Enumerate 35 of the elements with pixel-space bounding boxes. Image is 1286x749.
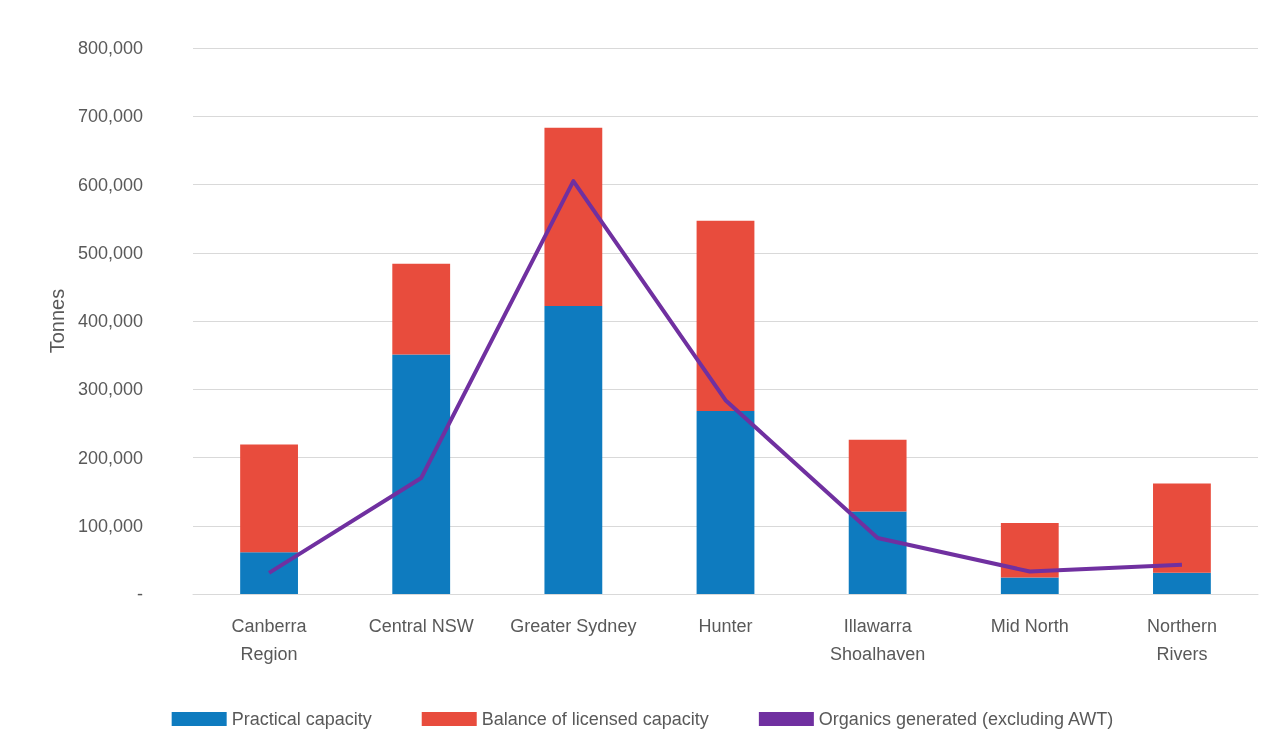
y-tick-label: 400,000 bbox=[77, 311, 143, 331]
bar bbox=[696, 220, 755, 412]
x-tick-label: Mid North bbox=[990, 616, 1069, 636]
bar bbox=[1000, 577, 1059, 594]
bar bbox=[544, 305, 603, 594]
bar bbox=[392, 263, 451, 355]
legend-label: Organics generated (excluding AWT) bbox=[818, 709, 1114, 729]
y-tick-label: 800,000 bbox=[77, 38, 143, 58]
bar bbox=[1153, 483, 1211, 573]
bar bbox=[696, 411, 755, 594]
x-tick-label: Northern Rivers bbox=[1146, 616, 1217, 664]
bar bbox=[1153, 572, 1211, 594]
x-tick-label: Illawarra Shoalhaven bbox=[830, 616, 926, 664]
y-tick-label: 500,000 bbox=[77, 242, 143, 263]
y-tick-label: 300,000 bbox=[77, 379, 143, 400]
bar bbox=[544, 127, 603, 306]
bar bbox=[392, 354, 451, 594]
bar bbox=[848, 439, 907, 512]
x-tick-label: Central NSW bbox=[368, 616, 474, 636]
y-tick-label: - bbox=[137, 584, 143, 604]
x-tick-label: Hunter bbox=[698, 616, 753, 636]
y-tick-label: 600,000 bbox=[77, 174, 143, 195]
bar bbox=[848, 511, 907, 594]
bar bbox=[240, 552, 298, 594]
y-axis-title: Tonnes bbox=[46, 288, 69, 354]
x-tick-label: Greater Sydney bbox=[510, 616, 637, 636]
legend-label: Balance of licensed capacity bbox=[481, 709, 709, 729]
legend-label: Practical capacity bbox=[231, 709, 372, 729]
y-tick-label: 200,000 bbox=[77, 447, 143, 468]
line-series bbox=[267, 179, 1184, 575]
bar bbox=[1000, 523, 1059, 578]
bar bbox=[240, 444, 298, 553]
y-tick-label: 100,000 bbox=[77, 515, 143, 536]
y-tick-label: 700,000 bbox=[77, 106, 143, 127]
x-tick-label: Canberra Region bbox=[231, 616, 308, 664]
